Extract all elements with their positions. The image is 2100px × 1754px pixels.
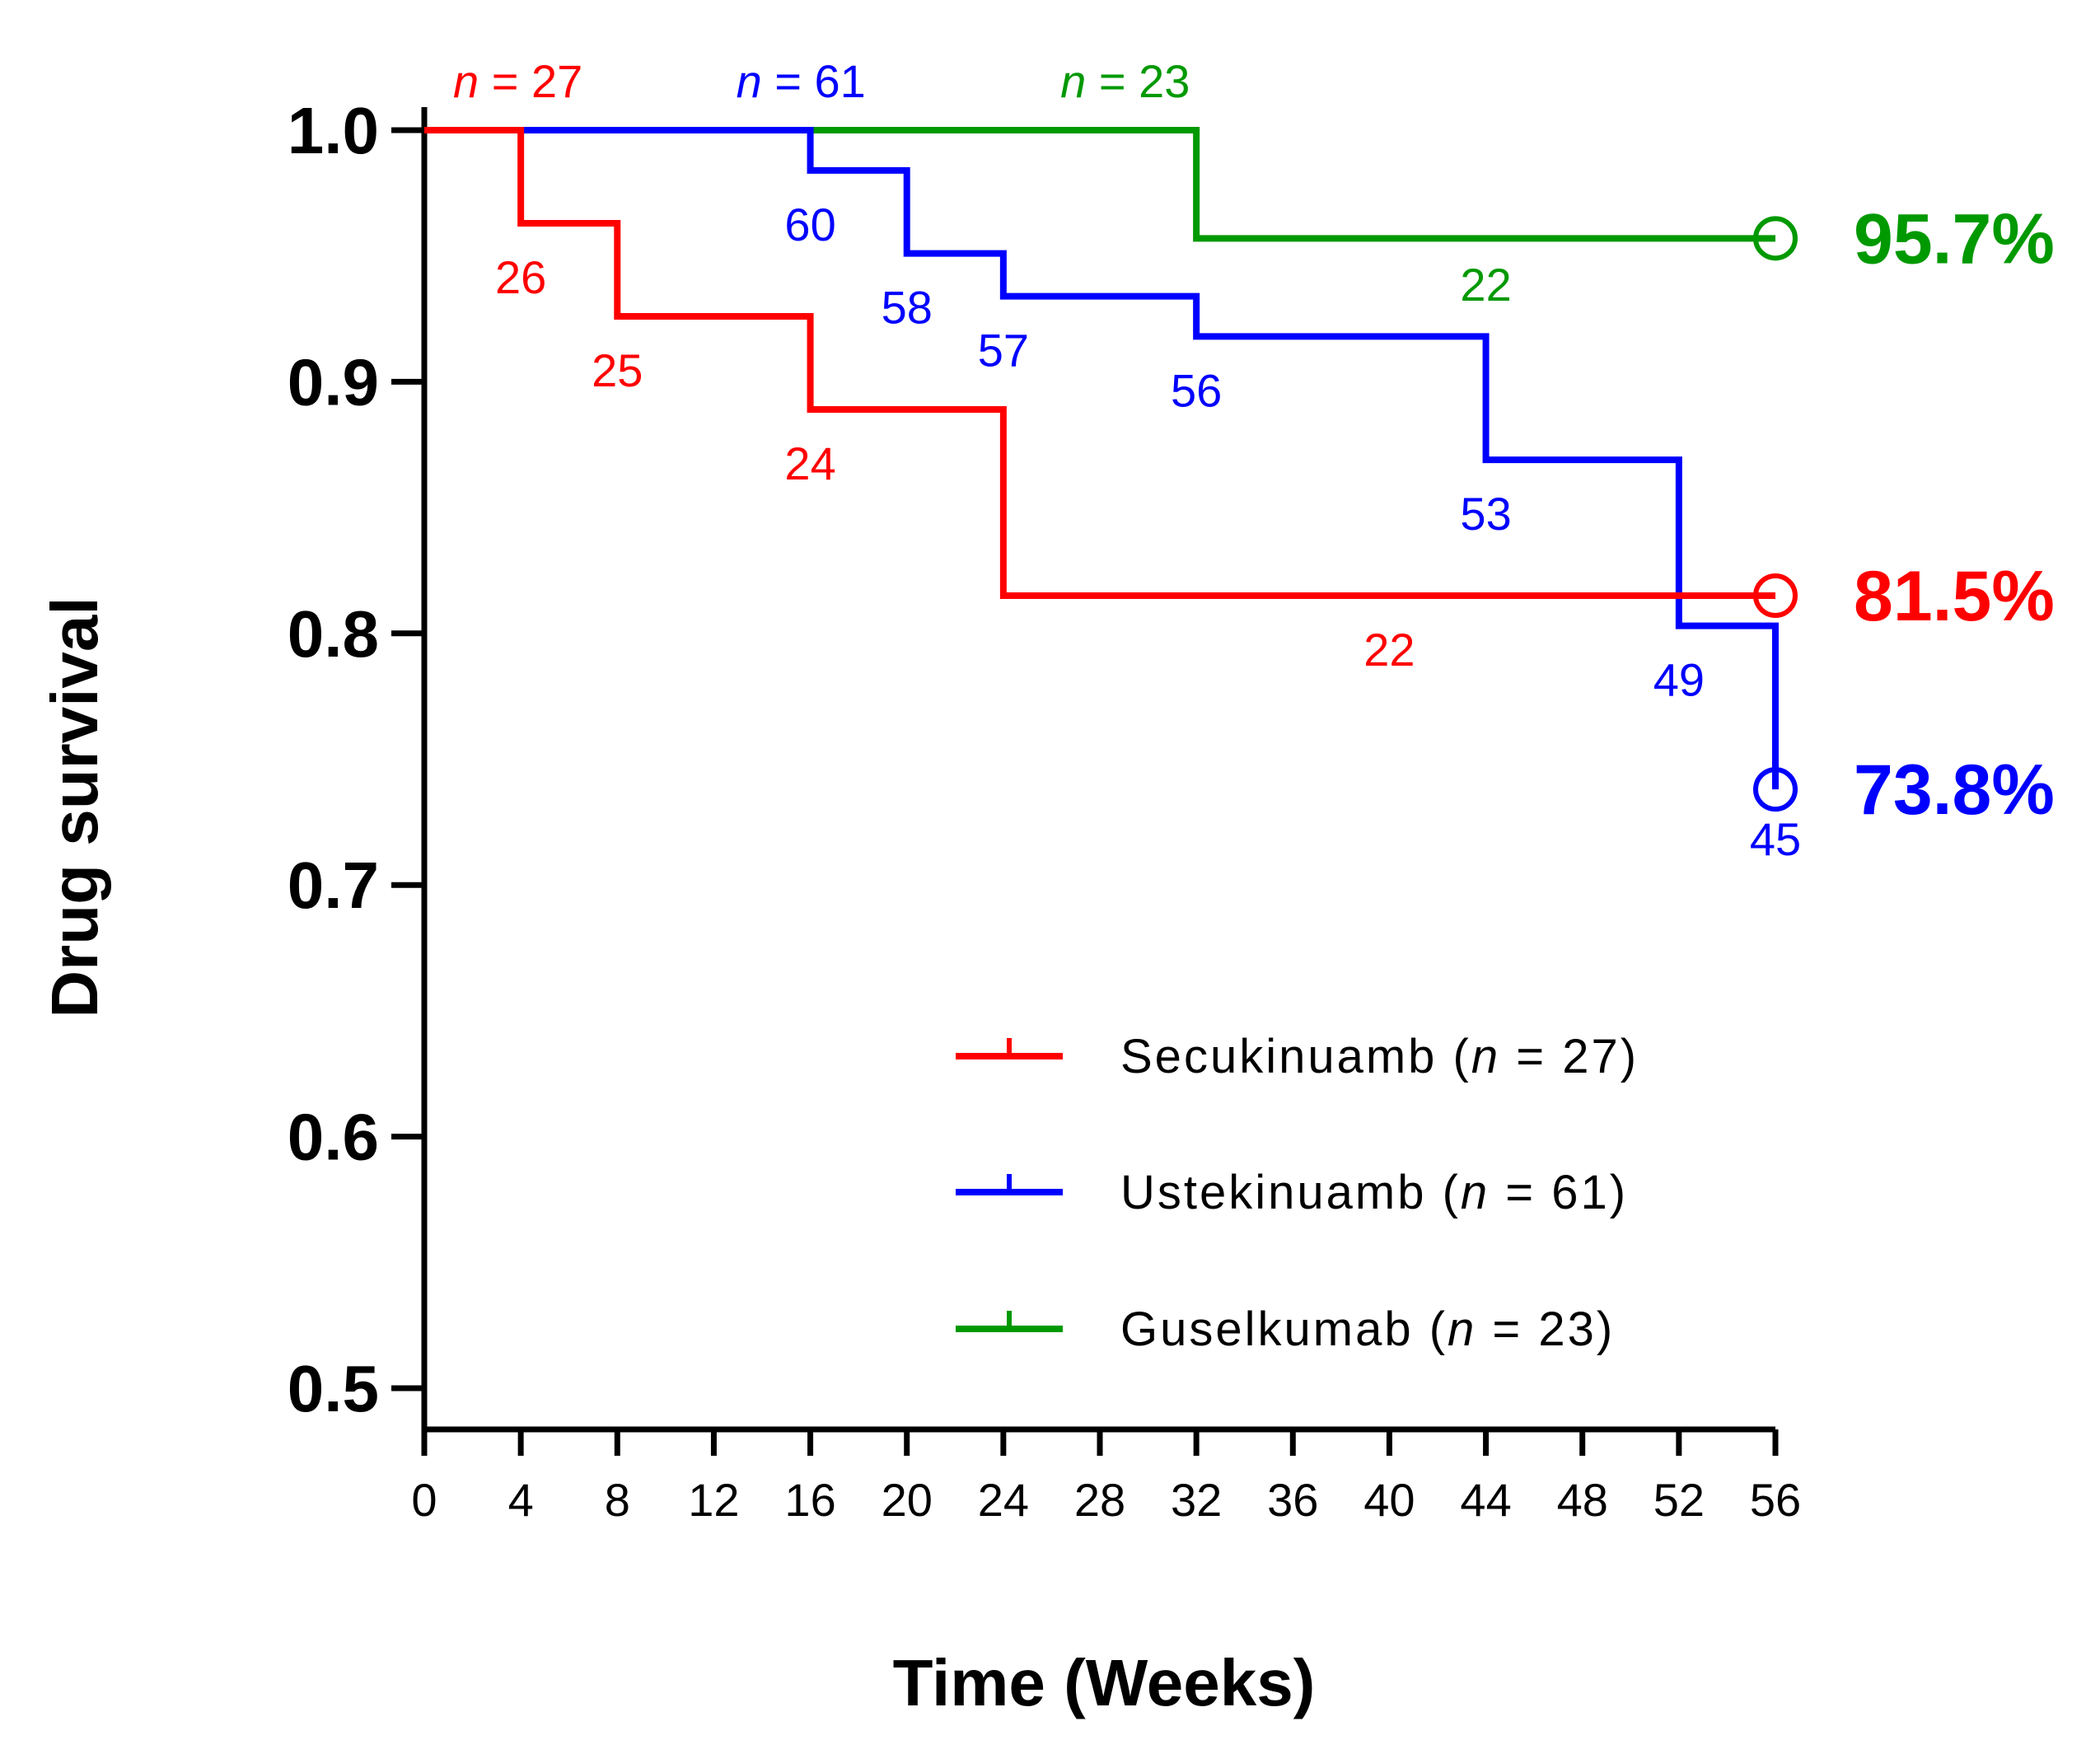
risk-label: 26 — [495, 251, 546, 303]
axes: 0.50.60.70.80.91.00 4 8 12 16 20 24 28 32 36 40 44 4… — [288, 94, 1801, 1526]
start-n-label: n = 27 — [453, 55, 582, 107]
x-tick-label: 0 — [411, 1474, 437, 1526]
x-axis-title: Time (Weeks) — [893, 1646, 1316, 1719]
n-value: = 23 — [1086, 55, 1190, 107]
x-tick-label: 4 — [508, 1474, 534, 1526]
start-n-label: n = 23 — [1060, 55, 1190, 107]
series-layer — [424, 127, 1798, 812]
n-value: = 61 — [762, 55, 866, 107]
risk-label: 56 — [1171, 364, 1222, 416]
x-tick-label: 40 — [1363, 1474, 1415, 1526]
legend-label: Secukinuamb (n = 27) — [1120, 1030, 1639, 1083]
n-italic: n — [1060, 55, 1086, 107]
y-tick-label: 0.8 — [288, 597, 379, 671]
x-tick-label: 28 — [1074, 1474, 1125, 1526]
x-tick-label: 16 — [784, 1474, 835, 1526]
x-tick-label: 48 — [1557, 1474, 1608, 1526]
x-tick-label: 52 — [1653, 1474, 1705, 1526]
end-percentage-label: 73.8% — [1854, 751, 2055, 830]
x-tick-label: 20 — [882, 1474, 933, 1526]
y-tick-label: 0.5 — [288, 1352, 379, 1425]
risk-label: 53 — [1460, 488, 1511, 540]
legend-n-value: = 27) — [1500, 1030, 1639, 1083]
risk-label: 57 — [978, 325, 1029, 377]
legend-name: Guselkumab ( — [1120, 1303, 1448, 1356]
n-italic: n — [1461, 1166, 1490, 1219]
series-line-ustekinuamb — [424, 127, 1779, 790]
risk-label: 49 — [1653, 654, 1705, 706]
legend-n-value: = 23) — [1476, 1303, 1615, 1356]
n-value: = 27 — [479, 55, 582, 107]
x-tick-label: 44 — [1460, 1474, 1511, 1526]
x-tick-label: 24 — [978, 1474, 1029, 1526]
risk-label: 25 — [592, 344, 643, 396]
x-tick-label: 56 — [1750, 1474, 1801, 1526]
series-line-secukinuamb — [424, 127, 1775, 599]
end-percentage-label: 81.5% — [1854, 557, 2055, 636]
x-tick-label: 8 — [605, 1474, 630, 1526]
risk-label: 24 — [784, 437, 835, 489]
y-tick-label: 0.9 — [288, 345, 379, 419]
censor-marker — [1753, 573, 1798, 618]
y-tick-label: 0.7 — [288, 849, 379, 922]
end-percentage-label: 95.7% — [1854, 199, 2055, 278]
y-tick-label: 1.0 — [288, 94, 379, 167]
legend-name: Ustekinuamb ( — [1120, 1166, 1461, 1219]
censor-marker — [1753, 216, 1798, 261]
y-axis-title: Drug survival — [38, 596, 111, 1017]
legend-name: Secukinuamb ( — [1120, 1030, 1471, 1083]
n-italic: n — [1471, 1030, 1500, 1083]
x-tick-label: 32 — [1171, 1474, 1222, 1526]
risk-label: 45 — [1750, 813, 1801, 865]
risk-label: 60 — [784, 199, 835, 250]
risk-label: 22 — [1363, 624, 1415, 676]
n-italic: n — [453, 55, 479, 107]
x-tick-label: 12 — [688, 1474, 739, 1526]
legend-label: Guselkumab (n = 23) — [1120, 1303, 1615, 1356]
x-tick-label: 36 — [1267, 1474, 1318, 1526]
risk-label: 22 — [1460, 259, 1511, 311]
labels-layer: n = 27 n = 61 n = 232625242260585756534945… — [453, 55, 2055, 865]
legend-label: Ustekinuamb (n = 61) — [1120, 1166, 1628, 1219]
n-italic: n — [1448, 1303, 1476, 1356]
legend-n-value: = 61) — [1490, 1166, 1628, 1219]
censor-marker — [1753, 767, 1798, 812]
y-tick-label: 0.6 — [288, 1101, 379, 1174]
n-italic: n — [737, 55, 762, 107]
legend: Secukinuamb (n = 27)Ustekinuamb (n = 61)… — [956, 1030, 1639, 1356]
risk-label: 58 — [882, 282, 933, 334]
start-n-label: n = 61 — [737, 55, 866, 107]
series-line-guselkumab — [424, 127, 1775, 242]
